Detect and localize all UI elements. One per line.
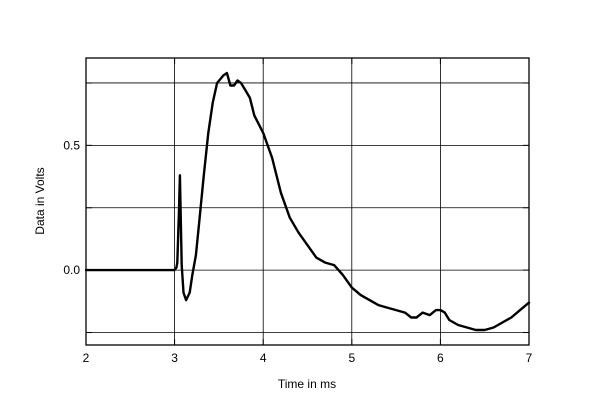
series-line <box>84 71 531 332</box>
y-axis-label: Data in Volts <box>33 167 47 234</box>
grid-lines <box>86 58 529 345</box>
plot-frame <box>85 57 530 346</box>
x-tick-label: 5 <box>348 351 355 365</box>
y-tick-labels: 0.0 0.5 <box>63 138 80 277</box>
x-tick-label: 2 <box>83 351 90 365</box>
x-tick-label: 6 <box>437 351 444 365</box>
y-tick-label: 0.5 <box>63 138 80 152</box>
x-tick-label: 7 <box>526 351 533 365</box>
series-layer <box>84 71 531 332</box>
x-tick-label: 3 <box>171 351 178 365</box>
y-tick-label: 0.0 <box>63 263 80 277</box>
tick-marks <box>85 58 530 345</box>
x-tick-labels: 2 3 4 5 6 7 <box>83 351 533 365</box>
x-tick-label: 4 <box>260 351 267 365</box>
x-axis-label: Time in ms <box>278 377 336 391</box>
